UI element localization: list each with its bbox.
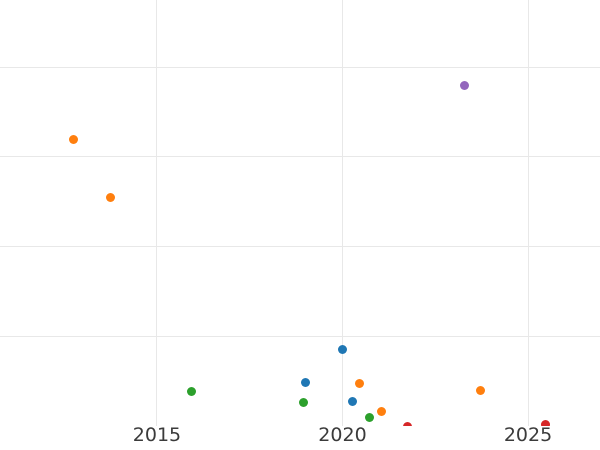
gridline-horizontal <box>0 246 600 248</box>
data-point-blue <box>347 397 357 407</box>
gridline-vertical <box>341 0 343 426</box>
gridline-horizontal <box>0 335 600 337</box>
gridline-horizontal <box>0 66 600 68</box>
data-point-green <box>365 412 375 422</box>
data-point-orange <box>377 407 387 417</box>
data-point-red <box>402 421 412 426</box>
gridline-vertical <box>527 0 529 426</box>
data-point-orange <box>69 135 79 145</box>
data-point-orange <box>354 379 364 389</box>
x-tick-label: 2020 <box>318 424 367 446</box>
x-axis: 2015 2020 2025 <box>0 424 600 450</box>
gridline-horizontal <box>0 156 600 158</box>
data-point-blue <box>300 378 310 388</box>
gridline-vertical <box>156 0 158 426</box>
data-point-orange <box>476 385 486 395</box>
plot-area <box>0 0 600 426</box>
data-point-green <box>299 398 309 408</box>
data-point-red <box>541 419 551 426</box>
x-tick-label: 2025 <box>503 424 553 446</box>
data-point-green <box>186 386 196 396</box>
data-point-purple <box>459 80 469 90</box>
data-point-orange <box>106 192 116 202</box>
data-point-blue <box>337 345 347 355</box>
x-tick-label: 2015 <box>132 424 182 446</box>
